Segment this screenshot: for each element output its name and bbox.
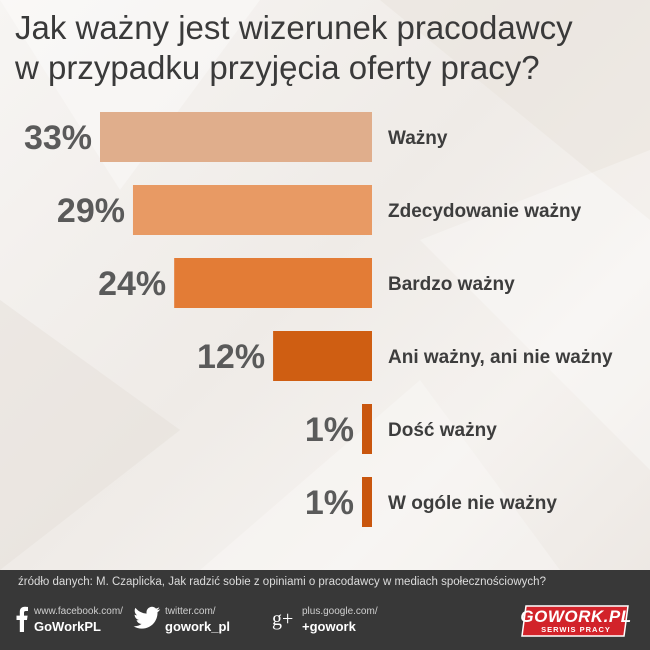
google-plus-link[interactable]: g+ plus.google.com/ +gowork	[272, 604, 392, 638]
category-label-4: Ani ważny, ani nie ważny	[388, 347, 613, 368]
google-plus-icon: g+	[272, 608, 294, 630]
twitter-handle: gowork_pl	[165, 619, 231, 634]
value-label-1: 33%	[24, 119, 92, 157]
value-label-2: 29%	[57, 192, 125, 230]
value-label-6: 1%	[305, 484, 354, 522]
bar-chart: 33% Ważny 29% Zdecydowanie ważny 24% Bardzo w…	[24, 112, 613, 527]
bar-2	[132, 185, 372, 235]
facebook-handle: GoWorkPL	[34, 619, 101, 634]
facebook-icon	[16, 606, 28, 632]
value-label-4: 12%	[197, 338, 265, 376]
logo-subtext: SERWIS PRACY	[541, 625, 611, 634]
chart-title-line-1: Jak ważny jest wizerunek pracodawcy	[15, 9, 573, 46]
background-facets	[0, 0, 650, 570]
facebook-url: www.facebook.com/	[34, 606, 123, 617]
category-label-6: W ogóle nie ważny	[388, 493, 557, 514]
bar-5	[362, 404, 372, 454]
category-label-2: Zdecydowanie ważny	[388, 201, 582, 222]
logo-badge	[521, 605, 629, 637]
value-label-3: 24%	[98, 265, 166, 303]
facebook-link[interactable]: www.facebook.com/ GoWorkPL	[16, 604, 136, 638]
google-plus-url: plus.google.com/	[302, 606, 378, 617]
category-label-1: Ważny	[388, 128, 448, 149]
bar-6	[362, 477, 372, 527]
footer: źródło danych: M. Czaplicka, Jak radzić …	[0, 570, 650, 650]
bar-1	[100, 112, 372, 162]
google-plus-handle: +gowork	[302, 619, 356, 634]
value-label-5: 1%	[305, 411, 354, 449]
gowork-logo[interactable]: GOWORK.PL SERWIS PRACY	[520, 604, 632, 638]
bar-4	[273, 331, 372, 381]
twitter-url: twitter.com/	[165, 606, 216, 617]
source-note: źródło danych: M. Czaplicka, Jak radzić …	[18, 576, 546, 588]
category-label-5: Dość ważny	[388, 420, 497, 441]
logo-text: GOWORK.PL	[520, 607, 632, 626]
bar-3	[174, 258, 372, 308]
twitter-icon	[133, 606, 161, 629]
chart-title-line-2: w przypadku przyjęcia oferty pracy?	[15, 49, 540, 86]
category-label-3: Bardzo ważny	[388, 274, 515, 295]
twitter-link[interactable]: twitter.com/ gowork_pl	[133, 604, 253, 638]
chart-title: Jak ważny jest wizerunek pracodawcy w pr…	[15, 8, 640, 88]
